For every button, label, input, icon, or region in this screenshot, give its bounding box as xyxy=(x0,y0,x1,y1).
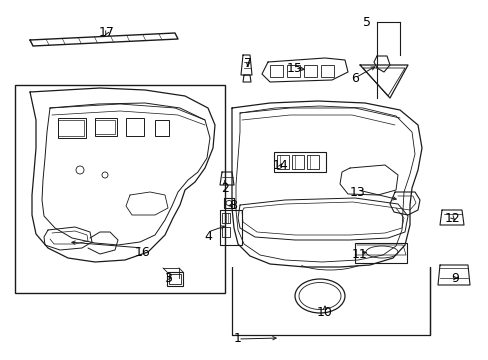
Text: 11: 11 xyxy=(351,248,367,261)
Bar xyxy=(220,210,242,245)
Bar xyxy=(276,155,288,169)
Text: 7: 7 xyxy=(244,57,251,69)
Text: 8: 8 xyxy=(228,198,237,212)
Text: 4: 4 xyxy=(203,230,211,243)
Text: 13: 13 xyxy=(349,185,365,198)
Bar xyxy=(273,152,325,172)
Text: 12: 12 xyxy=(444,212,460,225)
Text: 9: 9 xyxy=(450,271,458,284)
Text: 6: 6 xyxy=(350,72,358,85)
Bar xyxy=(320,65,333,77)
Bar xyxy=(222,213,229,223)
Text: 5: 5 xyxy=(362,15,370,28)
Text: 14: 14 xyxy=(273,158,288,171)
Bar xyxy=(306,155,318,169)
Text: 3: 3 xyxy=(164,273,172,285)
Bar xyxy=(95,118,117,136)
Bar xyxy=(58,118,86,138)
Bar xyxy=(95,120,115,134)
Text: 10: 10 xyxy=(316,306,332,319)
Bar xyxy=(269,65,283,77)
Text: 1: 1 xyxy=(234,333,242,346)
Bar xyxy=(58,120,84,136)
Bar xyxy=(126,118,143,136)
Bar xyxy=(286,65,299,77)
Bar xyxy=(15,85,224,293)
Text: 15: 15 xyxy=(286,62,303,75)
Bar xyxy=(222,227,229,237)
Bar xyxy=(304,65,316,77)
Text: 16: 16 xyxy=(135,247,151,260)
Text: 2: 2 xyxy=(221,181,228,194)
Text: 17: 17 xyxy=(99,26,115,39)
Bar xyxy=(291,155,304,169)
Bar xyxy=(354,243,406,263)
Bar xyxy=(155,120,169,136)
Bar xyxy=(169,274,181,284)
Bar xyxy=(167,272,183,286)
